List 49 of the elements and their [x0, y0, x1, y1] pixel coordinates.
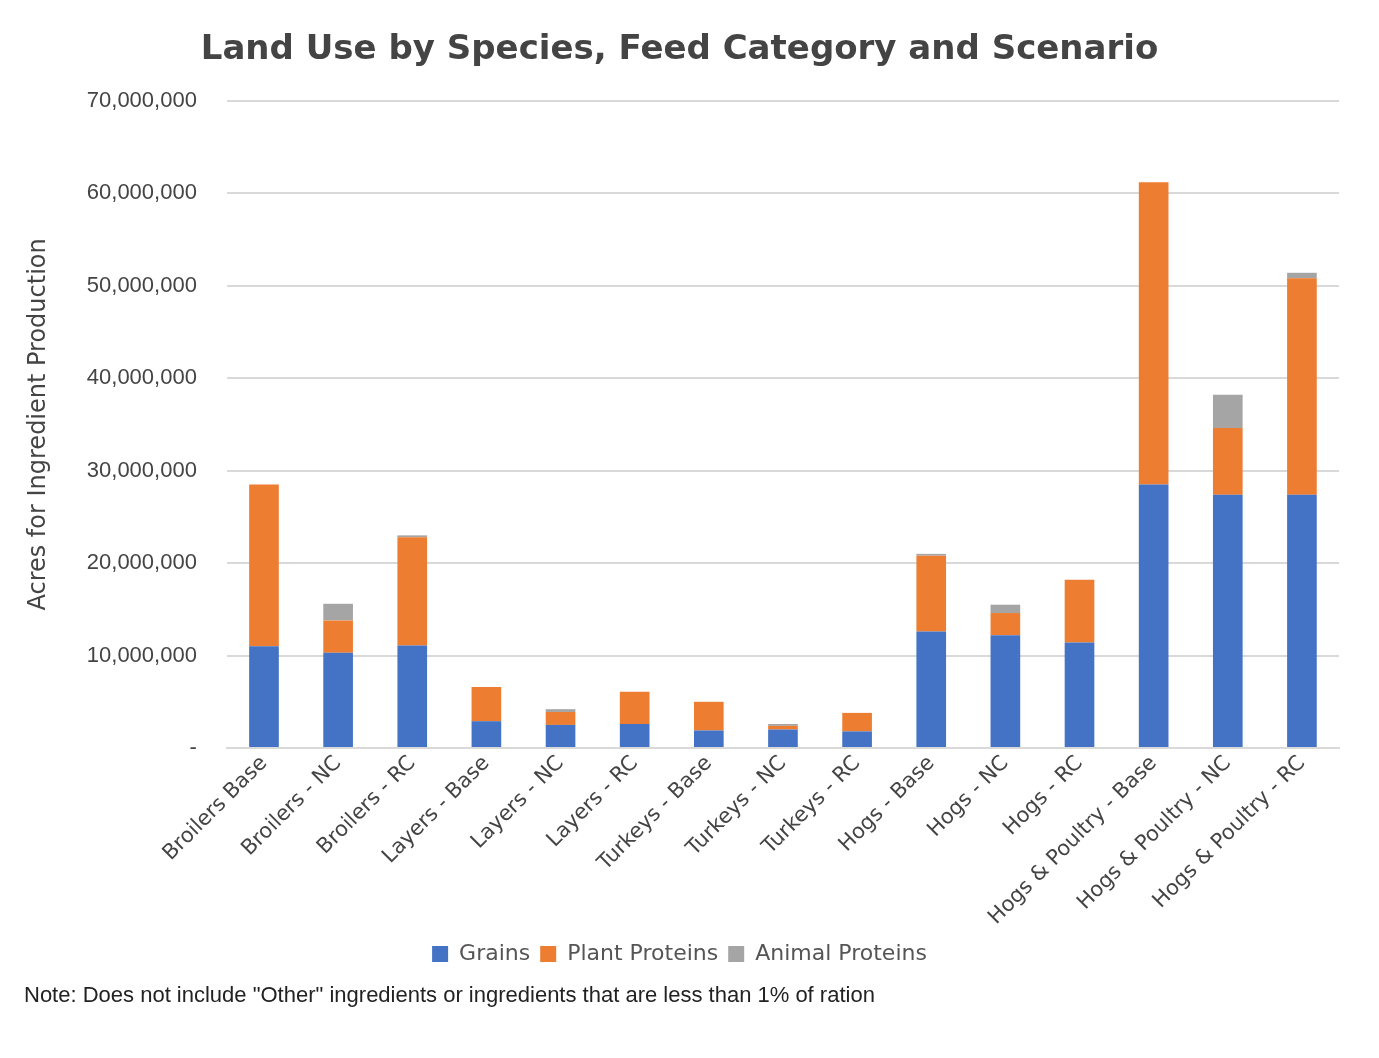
- bar: [619, 723, 650, 748]
- bar: [990, 635, 1021, 748]
- y-tick-label: 70,000,000: [86, 86, 197, 112]
- bar: [1138, 484, 1169, 748]
- bar: [1287, 278, 1317, 495]
- bar: [323, 652, 353, 748]
- bar: [249, 646, 279, 748]
- bar: [1212, 494, 1243, 748]
- bar: [545, 711, 576, 725]
- bar: [471, 687, 502, 722]
- bar: [249, 484, 279, 647]
- bar: [1287, 494, 1317, 748]
- bar: [397, 645, 428, 748]
- chart-title: Land Use by Species, Feed Category and Scenario: [200, 27, 1159, 68]
- y-tick-label: 50,000,000: [86, 271, 197, 297]
- bar: [619, 691, 650, 724]
- text: Note: Does not include "Other" ingredients or ingredients that are less than 1% of ration: [24, 981, 876, 1009]
- bar: [1064, 642, 1095, 748]
- bar: [842, 712, 872, 732]
- y-tick-label: 30,000,000: [86, 456, 197, 482]
- legend-label: Animal Proteins: [755, 939, 927, 965]
- bar: [323, 603, 353, 621]
- y-axis-title: Acres for Ingredient Production: [22, 238, 51, 611]
- bar: [768, 729, 798, 748]
- bar: [916, 555, 947, 632]
- y-tick-label: 20,000,000: [86, 549, 197, 575]
- bar: [1138, 182, 1169, 485]
- bar: [990, 613, 1021, 636]
- y-tick-label: 40,000,000: [86, 364, 197, 390]
- bar: [768, 725, 798, 730]
- bar: [545, 724, 576, 748]
- bar: [1212, 394, 1243, 429]
- bar: [397, 537, 428, 646]
- y-tick-label: 10,000,000: [86, 641, 197, 667]
- bar: [545, 709, 576, 712]
- bar: [842, 731, 872, 748]
- bar: [1287, 272, 1317, 279]
- bar: [693, 701, 724, 731]
- bar: [1212, 428, 1243, 495]
- bar: [990, 604, 1021, 614]
- bar: [693, 730, 724, 748]
- legend-label: Grains: [459, 939, 531, 965]
- bar: [471, 721, 502, 748]
- bar: [916, 631, 947, 748]
- legend-label: Plant Proteins: [567, 939, 719, 965]
- y-tick-label: 60,000,000: [86, 179, 197, 205]
- bar: [1064, 579, 1095, 643]
- y-tick-label: -: [189, 734, 197, 760]
- bar: [323, 620, 353, 653]
